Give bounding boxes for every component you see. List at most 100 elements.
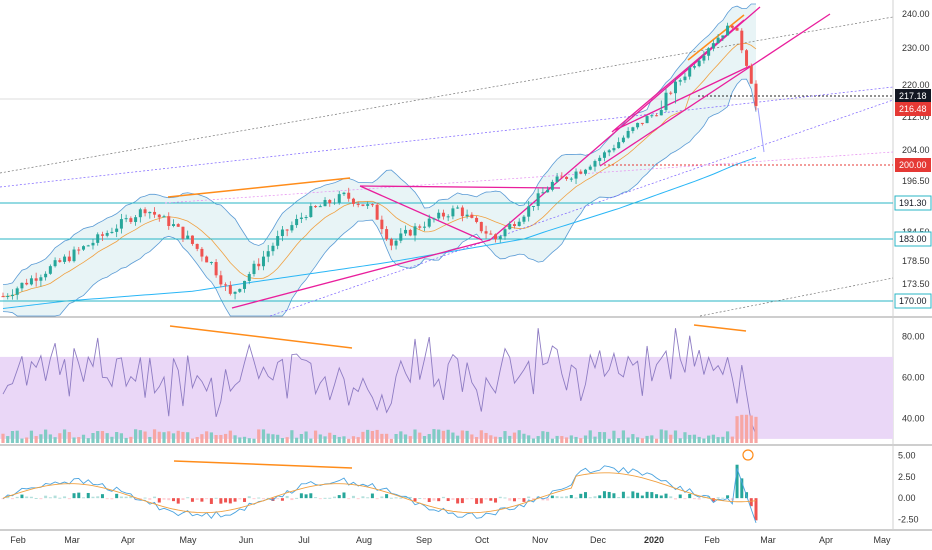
candle-body [730, 25, 734, 28]
macd-histogram-bar [238, 498, 242, 500]
volume-bar [328, 432, 332, 443]
volume-bar [583, 435, 588, 443]
candle-body [347, 192, 351, 199]
volume-bar [34, 436, 38, 443]
x-axis-label: Oct [475, 535, 490, 545]
macd-histogram-bar [82, 497, 86, 499]
candle-body [96, 234, 100, 243]
candle-body [484, 231, 488, 234]
volume-bar [214, 435, 218, 443]
macd-histogram-bar [612, 493, 616, 499]
macd-histogram-bar [730, 498, 734, 501]
macd-histogram-bar [15, 496, 19, 499]
candle-body [451, 208, 455, 217]
candle-body [10, 294, 14, 296]
volume-bar [636, 437, 640, 443]
candle-body [735, 27, 739, 31]
volume-bar [271, 434, 275, 443]
macd-histogram-bar [209, 498, 213, 504]
macd-histogram-bar [494, 498, 498, 503]
candle-body [342, 192, 346, 195]
trendline [359, 185, 483, 241]
macd-histogram-bar [484, 498, 488, 500]
volume-bar [716, 437, 720, 443]
macd-histogram-bar [465, 498, 469, 500]
macd-histogram-bar [418, 498, 422, 500]
volume-bar [744, 414, 749, 443]
macd-histogram-bar [356, 498, 360, 500]
macd-histogram-bar [441, 496, 445, 499]
volume-bar [20, 438, 24, 443]
candle-body [498, 236, 502, 240]
macd-histogram-bar [333, 496, 337, 499]
volume-bar [181, 431, 185, 443]
x-axis-label: Mar [760, 535, 776, 545]
volume-bar [385, 433, 389, 443]
volume-bar [361, 431, 365, 443]
macd-histogram-bar [692, 498, 696, 500]
candle-body [626, 130, 630, 138]
macd-histogram-bar [531, 498, 535, 501]
candle-body [72, 249, 76, 262]
macd-histogram-bar [560, 496, 564, 499]
candle-body [508, 224, 512, 230]
macd-histogram-bar [186, 497, 190, 499]
volume-bar [257, 429, 261, 443]
macd-histogram-bar [276, 498, 280, 500]
volume-bar [432, 429, 436, 443]
macd-histogram-bar [181, 498, 185, 500]
candle-body [299, 217, 303, 219]
macd-histogram-bar [162, 498, 166, 500]
candle-body [711, 43, 715, 49]
candle-body [650, 115, 654, 117]
trendline [489, 6, 761, 241]
macd-histogram-bar [153, 496, 157, 499]
macd-histogram-bar [25, 496, 29, 499]
volume-bar [725, 431, 730, 443]
macd-histogram-bar [584, 492, 588, 499]
macd-histogram-bar [517, 498, 521, 500]
price-tag-label: 170.00 [899, 296, 927, 306]
macd-histogram-bar [470, 498, 474, 500]
volume-bar [62, 429, 67, 443]
volume-bar [219, 434, 223, 443]
price-tag-box [895, 102, 931, 116]
macd-histogram-bar [631, 491, 635, 499]
volume-bar [48, 434, 52, 443]
candle-body [337, 194, 341, 203]
candle-body [745, 50, 749, 66]
macd-histogram-bar [10, 498, 14, 500]
macd-histogram-bar [6, 496, 10, 499]
volume-bar [683, 432, 687, 443]
candle-body [190, 235, 194, 244]
volume-bar [200, 434, 204, 443]
projection-arrow [757, 107, 765, 153]
volume-bar [678, 438, 682, 443]
candle-body [432, 218, 436, 220]
candle-body [659, 109, 663, 116]
candle-body [550, 181, 554, 190]
candle-body [214, 262, 218, 276]
volume-bar [617, 438, 621, 443]
volume-bar [124, 437, 128, 443]
x-axis-label: May [873, 535, 891, 545]
rsi-band [0, 356, 893, 439]
macd-histogram-bar [233, 498, 237, 502]
volume-bar [735, 416, 739, 443]
candle-body [584, 169, 588, 174]
macd-histogram-bar [280, 498, 284, 501]
candle-body [404, 229, 408, 234]
candle-body [422, 226, 426, 228]
candle-body [257, 263, 261, 267]
macd-histogram-bar [678, 494, 682, 499]
volume-bar [39, 434, 43, 443]
volume-bar [280, 438, 285, 443]
price-tag-label: 216.48 [899, 104, 927, 114]
candle-body [669, 92, 673, 94]
macd-histogram-bar [408, 496, 412, 499]
macd-histogram-bar [48, 497, 52, 499]
volume-bar [659, 429, 663, 443]
price-tag-box [894, 293, 932, 309]
x-axis-label: Mar [64, 535, 80, 545]
